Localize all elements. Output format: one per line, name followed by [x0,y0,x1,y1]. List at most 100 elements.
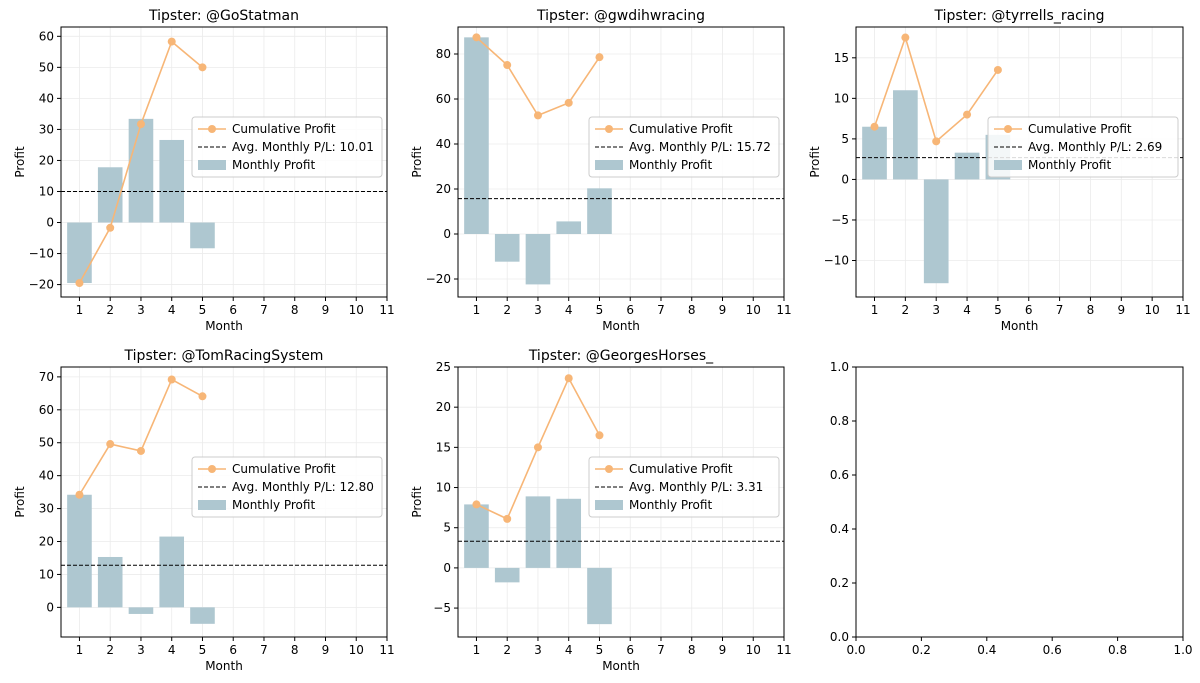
monthly-profit-bar [494,567,520,583]
x-tick-label: 9 [322,643,330,657]
y-tick-label: 30 [39,502,54,516]
legend-box [191,116,383,178]
y-tick-label: 10 [436,481,451,495]
legend: Cumulative Profit Avg. Monthly P/L: 2.69 M… [987,116,1179,178]
chart-title: Tipster: @GeorgesHorses_ [528,348,714,364]
y-tick-label: 0 [443,561,451,575]
axes-frame [60,366,388,638]
y-tick-label: 0 [841,172,849,186]
monthly-profit-bar [67,222,92,284]
x-tick-label: 8 [291,643,299,657]
axes-frame [457,366,785,638]
chart-title: Tipster: @TomRacingSystem [124,348,324,364]
x-tick-label: 9 [719,643,727,657]
cumulative-profit-point [503,61,512,70]
legend-cumulative-label: Cumulative Profit [629,462,733,476]
monthly-profit-bar [128,607,154,614]
x-tick-label: 4 [565,303,573,317]
monthly-profit-bar [556,221,582,234]
x-tick-label: 5 [994,303,1002,317]
x-tick-label: 11 [1175,303,1190,317]
cumulative-profit-point [932,137,941,146]
monthly-profit-bar [525,496,551,568]
x-tick-label: 10 [746,303,761,317]
y-tick-label: 10 [39,184,54,198]
plot-area [856,367,1183,637]
x-axis-label: Month [602,319,640,333]
legend: Cumulative Profit Avg. Monthly P/L: 3.31 M… [588,456,780,518]
legend: Cumulative Profit Avg. Monthly P/L: 10.01… [191,116,383,178]
legend-monthly-label: Monthly Profit [629,158,712,172]
monthly-profit-bar [587,567,612,625]
legend-marker-swatch [605,465,613,473]
x-tick-label: 10 [349,643,364,657]
cumulative-profit-point [136,120,145,129]
y-tick-label: 50 [39,60,54,74]
x-tick-label: 1.0 [1173,643,1192,657]
y-tick-label: −20 [29,278,54,292]
x-tick-label: 5 [596,643,604,657]
legend-cumulative-label: Cumulative Profit [1028,122,1132,136]
cumulative-profit-point [595,53,604,62]
monthly-profit-bar [893,90,918,180]
x-tick-label: 3 [932,303,940,317]
y-tick-label: 10 [834,91,849,105]
legend-avg-label: Avg. Monthly P/L: 2.69 [1028,140,1162,154]
y-tick-label: 1.0 [830,360,849,374]
cumulative-profit-point [533,443,542,452]
cumulative-profit-point [106,223,115,232]
cumulative-profit-point [870,122,879,131]
x-tick-label: 2 [106,643,114,657]
y-tick-label: 0.2 [830,576,849,590]
cumulative-profit-point [167,375,176,384]
x-tick-label: 11 [776,643,791,657]
legend-bar-swatch [994,160,1022,170]
x-tick-label: 0.0 [846,643,865,657]
legend: Cumulative Profit Avg. Monthly P/L: 12.80… [191,456,383,518]
subplot-5: 1 2 3 4 5 6 7 8 9 10 11 −5 0 5 10 15 20 25 Tipster: @Georg… [410,348,792,673]
x-tick-label: 4 [168,303,176,317]
y-tick-label: 60 [39,403,54,417]
cumulative-profit-point [106,440,115,449]
y-tick-label: 30 [39,122,54,136]
y-tick-label: 50 [39,436,54,450]
monthly-profit-bar [159,536,185,608]
y-tick-label: 20 [436,400,451,414]
x-tick-label: 9 [1117,303,1125,317]
x-tick-label: 6 [626,303,634,317]
y-tick-label: 70 [39,370,54,384]
x-tick-label: 0.8 [1108,643,1127,657]
legend-box [191,456,383,518]
subplot-4: 1 2 3 4 5 6 7 8 9 10 11 0 10 20 30 40 50 60 70 Tipster: @To… [13,348,395,673]
monthly-profit-bar [954,152,980,180]
x-tick-label: 7 [1056,303,1064,317]
x-tick-label: 1 [473,643,481,657]
legend: Cumulative Profit Avg. Monthly P/L: 15.72… [588,116,780,178]
cumulative-profit-point [564,374,573,383]
cumulative-profit-point [564,98,573,107]
axes-frame [855,366,1184,638]
x-tick-label: 9 [322,303,330,317]
x-tick-label: 3 [534,643,542,657]
monthly-profit-bar [67,494,92,608]
legend-bar-swatch [595,500,623,510]
y-tick-label: −20 [426,272,451,286]
y-tick-label: −10 [824,254,849,268]
monthly-profit-bar [190,607,215,624]
legend-marker-swatch [208,125,216,133]
y-tick-label: −10 [29,247,54,261]
y-tick-label: −5 [433,601,451,615]
y-axis-label: Profit [410,486,424,518]
y-tick-label: 60 [39,29,54,43]
monthly-profit-bar [464,37,489,234]
x-tick-label: 6 [1025,303,1033,317]
y-tick-label: 40 [39,91,54,105]
y-tick-label: 5 [841,132,849,146]
y-tick-label: −5 [831,213,849,227]
x-tick-label: 3 [137,303,145,317]
subplot-1: 1 2 3 4 5 6 7 8 9 10 11 −20 −10 0 10 20 30 40 50 60 Tipster:… [13,8,395,333]
x-tick-label: 2 [503,643,511,657]
y-tick-label: 0.0 [830,630,849,644]
x-tick-label: 11 [776,303,791,317]
